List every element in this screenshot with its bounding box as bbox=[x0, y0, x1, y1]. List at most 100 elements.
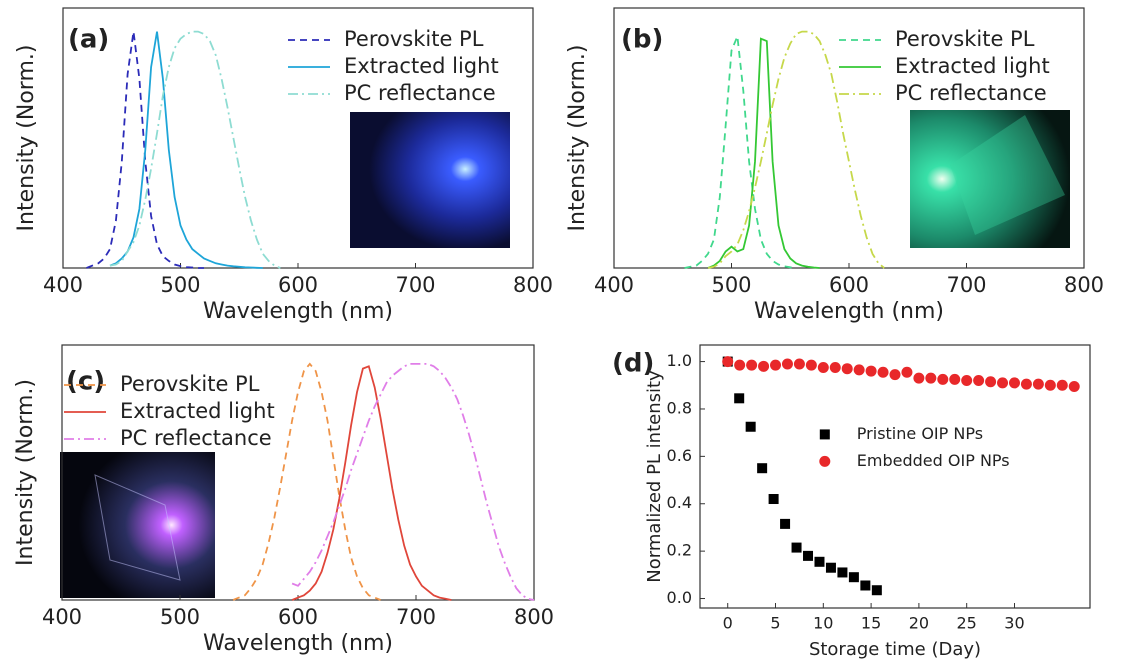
data-point bbox=[848, 572, 859, 583]
spectrum-line bbox=[291, 365, 452, 601]
data-point bbox=[758, 360, 770, 372]
legend-label: PC reflectance bbox=[344, 81, 496, 105]
x-tick-label: 700 bbox=[395, 273, 435, 297]
data-point bbox=[997, 377, 1009, 389]
data-point bbox=[793, 358, 805, 370]
x-tick-label: 800 bbox=[513, 273, 553, 297]
data-point bbox=[1008, 377, 1020, 389]
spectrum-line bbox=[291, 363, 535, 601]
data-point bbox=[949, 373, 961, 385]
y-tick-label: 0.4 bbox=[667, 493, 692, 512]
x-tick-label: 5 bbox=[770, 614, 780, 633]
x-tick-label: 700 bbox=[946, 273, 986, 297]
x-tick-label: 600 bbox=[278, 605, 318, 629]
x-tick-label: 20 bbox=[909, 614, 929, 633]
x-tick-label: 500 bbox=[160, 273, 200, 297]
x-tick-label: 400 bbox=[594, 273, 634, 297]
data-point bbox=[781, 358, 793, 370]
x-axis-label: Wavelength (nm) bbox=[754, 299, 944, 324]
data-point bbox=[745, 421, 756, 432]
legend-swatch bbox=[819, 455, 831, 467]
x-tick-label: 400 bbox=[42, 605, 82, 629]
y-tick-label: 0.0 bbox=[667, 588, 692, 607]
inset-photo bbox=[910, 110, 1070, 248]
y-tick-label: 0.8 bbox=[667, 398, 692, 417]
x-tick-label: 0 bbox=[723, 614, 733, 633]
spectrum-line bbox=[707, 37, 820, 269]
data-point bbox=[853, 364, 865, 376]
data-point bbox=[1044, 379, 1056, 391]
data-point bbox=[937, 373, 949, 385]
data-point bbox=[1056, 379, 1068, 391]
data-point bbox=[791, 542, 802, 553]
y-tick-label: 0.2 bbox=[667, 541, 692, 560]
spectrum-line bbox=[232, 362, 381, 601]
x-tick-label: 500 bbox=[160, 605, 200, 629]
data-point bbox=[860, 580, 871, 591]
data-point bbox=[841, 363, 853, 375]
data-point bbox=[1020, 378, 1032, 390]
data-point bbox=[973, 375, 985, 387]
x-tick-label: 10 bbox=[813, 614, 833, 633]
data-point bbox=[877, 366, 889, 378]
data-point bbox=[803, 550, 814, 561]
x-tick-label: 15 bbox=[861, 614, 881, 633]
data-point bbox=[961, 375, 973, 387]
data-point bbox=[871, 585, 882, 596]
inset-sample bbox=[94, 474, 181, 581]
legend-label: PC reflectance bbox=[895, 81, 1047, 105]
data-point bbox=[814, 556, 825, 567]
y-axis-label: Intensity (Norm.) bbox=[565, 45, 590, 232]
data-point bbox=[865, 365, 877, 377]
x-tick-label: 400 bbox=[43, 273, 83, 297]
data-point bbox=[734, 393, 745, 404]
data-point bbox=[746, 359, 758, 371]
panel-label: (c) bbox=[66, 367, 105, 397]
spectrum-line bbox=[109, 31, 263, 269]
data-point bbox=[768, 494, 779, 505]
legend-label: Extracted light bbox=[895, 54, 1050, 78]
y-axis-label: Normalized PL intensity bbox=[644, 370, 665, 583]
data-point bbox=[1032, 378, 1044, 390]
legend-label: Embedded OIP NPs bbox=[857, 451, 1010, 470]
x-tick-label: 25 bbox=[957, 614, 977, 633]
legend-label: PC reflectance bbox=[120, 426, 272, 450]
data-point bbox=[837, 567, 848, 578]
data-point bbox=[757, 463, 768, 474]
data-point bbox=[829, 362, 841, 374]
panel-label: (b) bbox=[621, 25, 663, 55]
y-axis-label: Intensity (Norm.) bbox=[13, 379, 38, 566]
data-point bbox=[722, 356, 734, 368]
x-axis-label: Storage time (Day) bbox=[809, 639, 981, 660]
x-tick-label: 800 bbox=[1064, 273, 1104, 297]
x-tick-label: 600 bbox=[829, 273, 869, 297]
inset-sample bbox=[950, 115, 1065, 235]
data-point bbox=[1068, 380, 1080, 392]
data-point bbox=[901, 366, 913, 378]
data-point bbox=[770, 359, 782, 371]
x-tick-label: 30 bbox=[1004, 614, 1024, 633]
x-tick-label: 800 bbox=[514, 605, 554, 629]
x-tick-label: 700 bbox=[396, 605, 436, 629]
x-tick-label: 500 bbox=[711, 273, 751, 297]
inset-photo bbox=[60, 452, 215, 598]
legend-label: Perovskite PL bbox=[895, 27, 1035, 51]
panel-label: (d) bbox=[612, 349, 654, 379]
legend-label: Perovskite PL bbox=[120, 372, 260, 396]
data-point bbox=[985, 376, 997, 388]
y-axis-label: Intensity (Norm.) bbox=[14, 45, 39, 232]
spectrum-line bbox=[684, 36, 797, 269]
data-point bbox=[734, 359, 746, 371]
spectrum-line bbox=[109, 30, 281, 269]
legend-label: Extracted light bbox=[344, 54, 499, 78]
legend-label: Perovskite PL bbox=[344, 27, 484, 51]
legend-swatch bbox=[819, 429, 830, 440]
plot-frame bbox=[699, 344, 1091, 609]
x-tick-label: 600 bbox=[278, 273, 318, 297]
data-point bbox=[913, 372, 925, 384]
data-point bbox=[889, 369, 901, 381]
legend-label: Extracted light bbox=[120, 399, 275, 423]
panel-label: (a) bbox=[68, 25, 109, 55]
